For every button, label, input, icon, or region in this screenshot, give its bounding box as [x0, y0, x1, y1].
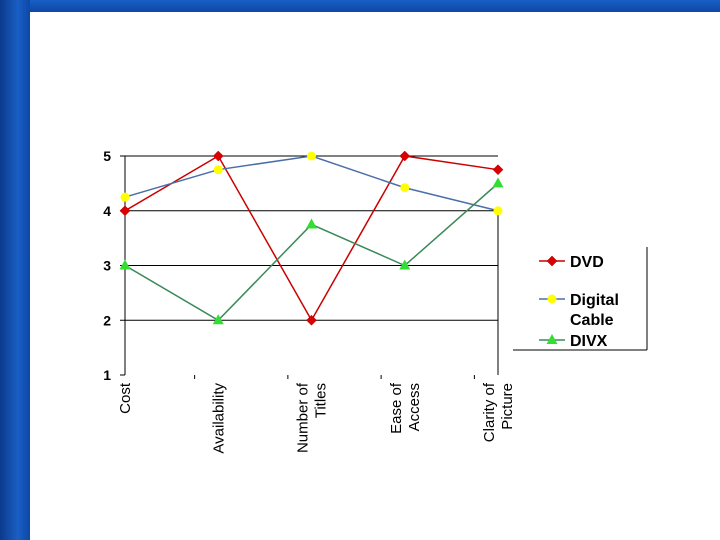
y-tick-label: 5	[103, 148, 111, 164]
x-category-label-line: Titles	[313, 383, 330, 418]
x-category-label-line: Availability	[210, 383, 227, 454]
data-point-digital-cable	[400, 183, 410, 193]
legend-entry-label: DIVX	[570, 333, 608, 350]
legend-swatch-marker	[546, 255, 558, 267]
data-point-divx	[399, 259, 411, 270]
x-category-label: Ease of Access	[388, 382, 423, 434]
data-point-digital-cable	[213, 165, 223, 175]
data-point-divx	[212, 314, 224, 325]
x-axis-labels: Cost Availability Number of Titles Ease of Ac…	[117, 382, 516, 453]
x-category-label-line: Access	[406, 383, 423, 431]
data-point-dvd	[212, 150, 224, 162]
x-category-label-line: Ease of	[388, 382, 405, 434]
legend-swatch-marker	[547, 294, 557, 304]
series-lines	[119, 150, 504, 326]
data-point-digital-cable	[493, 206, 503, 216]
x-category-label-line: Clarity of	[481, 382, 498, 442]
data-point-digital-cable	[120, 192, 130, 202]
x-category-label: Availability	[210, 383, 227, 454]
series-line-divx	[124, 182, 499, 322]
x-category-label-line: Cost	[117, 382, 134, 414]
data-point-divx	[306, 218, 317, 229]
x-category-label-line: Number of	[295, 382, 312, 453]
top-accent-band	[0, 0, 720, 12]
data-point-divx	[119, 259, 131, 270]
data-point-dvd	[492, 164, 504, 176]
y-tick-label: 2	[103, 312, 111, 328]
axes	[120, 155, 499, 379]
x-category-label: Clarity of Picture	[481, 382, 516, 442]
data-point-dvd	[306, 314, 317, 326]
y-axis-labels: 1 2 3 4 5	[103, 148, 111, 383]
legend-swatch-marker	[546, 334, 558, 344]
y-tick-label: 3	[103, 258, 111, 274]
left-accent-band	[0, 0, 30, 540]
legend-entry-label: Cable	[570, 312, 614, 329]
data-point-digital-cable	[307, 151, 316, 161]
legend-entry-label: DVD	[570, 254, 604, 271]
y-tick-label: 4	[103, 203, 111, 219]
data-point-divx	[492, 177, 504, 188]
x-category-label: Number of Titles	[295, 382, 330, 453]
data-point-dvd	[119, 205, 131, 217]
legend: DVD Digital Cable DIVX	[513, 247, 648, 351]
x-category-label: Cost	[117, 382, 134, 414]
y-tick-label: 1	[103, 367, 111, 383]
x-category-label-line: Picture	[499, 383, 516, 430]
series-line-digital-cable	[124, 155, 499, 212]
data-point-dvd	[399, 150, 411, 162]
legend-entry-label: Digital	[570, 292, 619, 309]
